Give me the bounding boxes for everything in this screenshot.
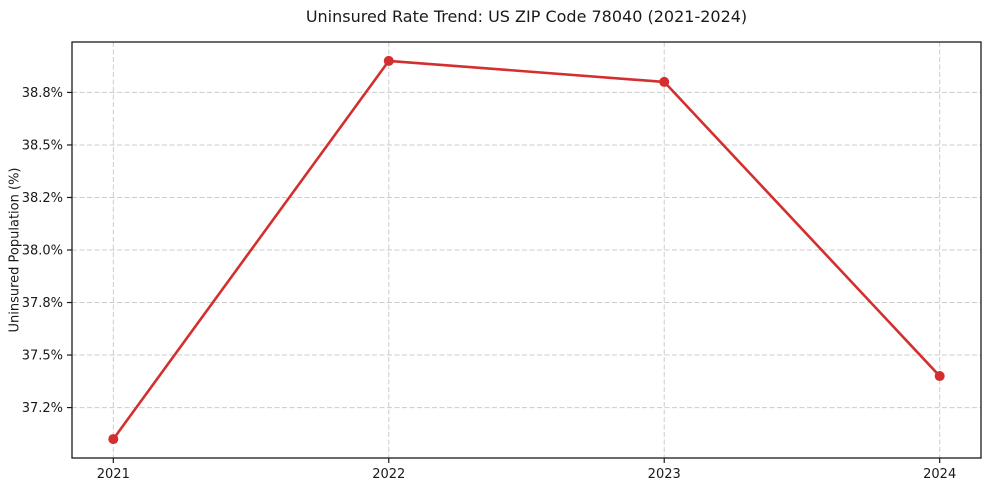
y-tick-label: 38.2% xyxy=(22,191,63,206)
y-tick-label: 38.8% xyxy=(22,86,63,101)
y-tick-label: 38.0% xyxy=(22,244,63,259)
data-point-marker xyxy=(659,76,670,87)
x-tick-label: 2021 xyxy=(97,467,130,482)
data-point-marker xyxy=(934,371,945,382)
x-tick-label: 2022 xyxy=(372,467,405,482)
y-tick-label: 38.5% xyxy=(22,138,63,153)
y-tick-label: 37.8% xyxy=(22,296,63,311)
y-tick-label: 37.2% xyxy=(22,401,63,416)
y-tick-label: 37.5% xyxy=(22,349,63,364)
chart-title: Uninsured Rate Trend: US ZIP Code 78040 … xyxy=(305,7,748,26)
x-tick-label: 2023 xyxy=(648,467,681,482)
x-tick-label: 2024 xyxy=(923,467,956,482)
data-point-marker xyxy=(108,434,119,445)
data-point-marker xyxy=(383,55,394,66)
trend-line xyxy=(112,59,941,441)
